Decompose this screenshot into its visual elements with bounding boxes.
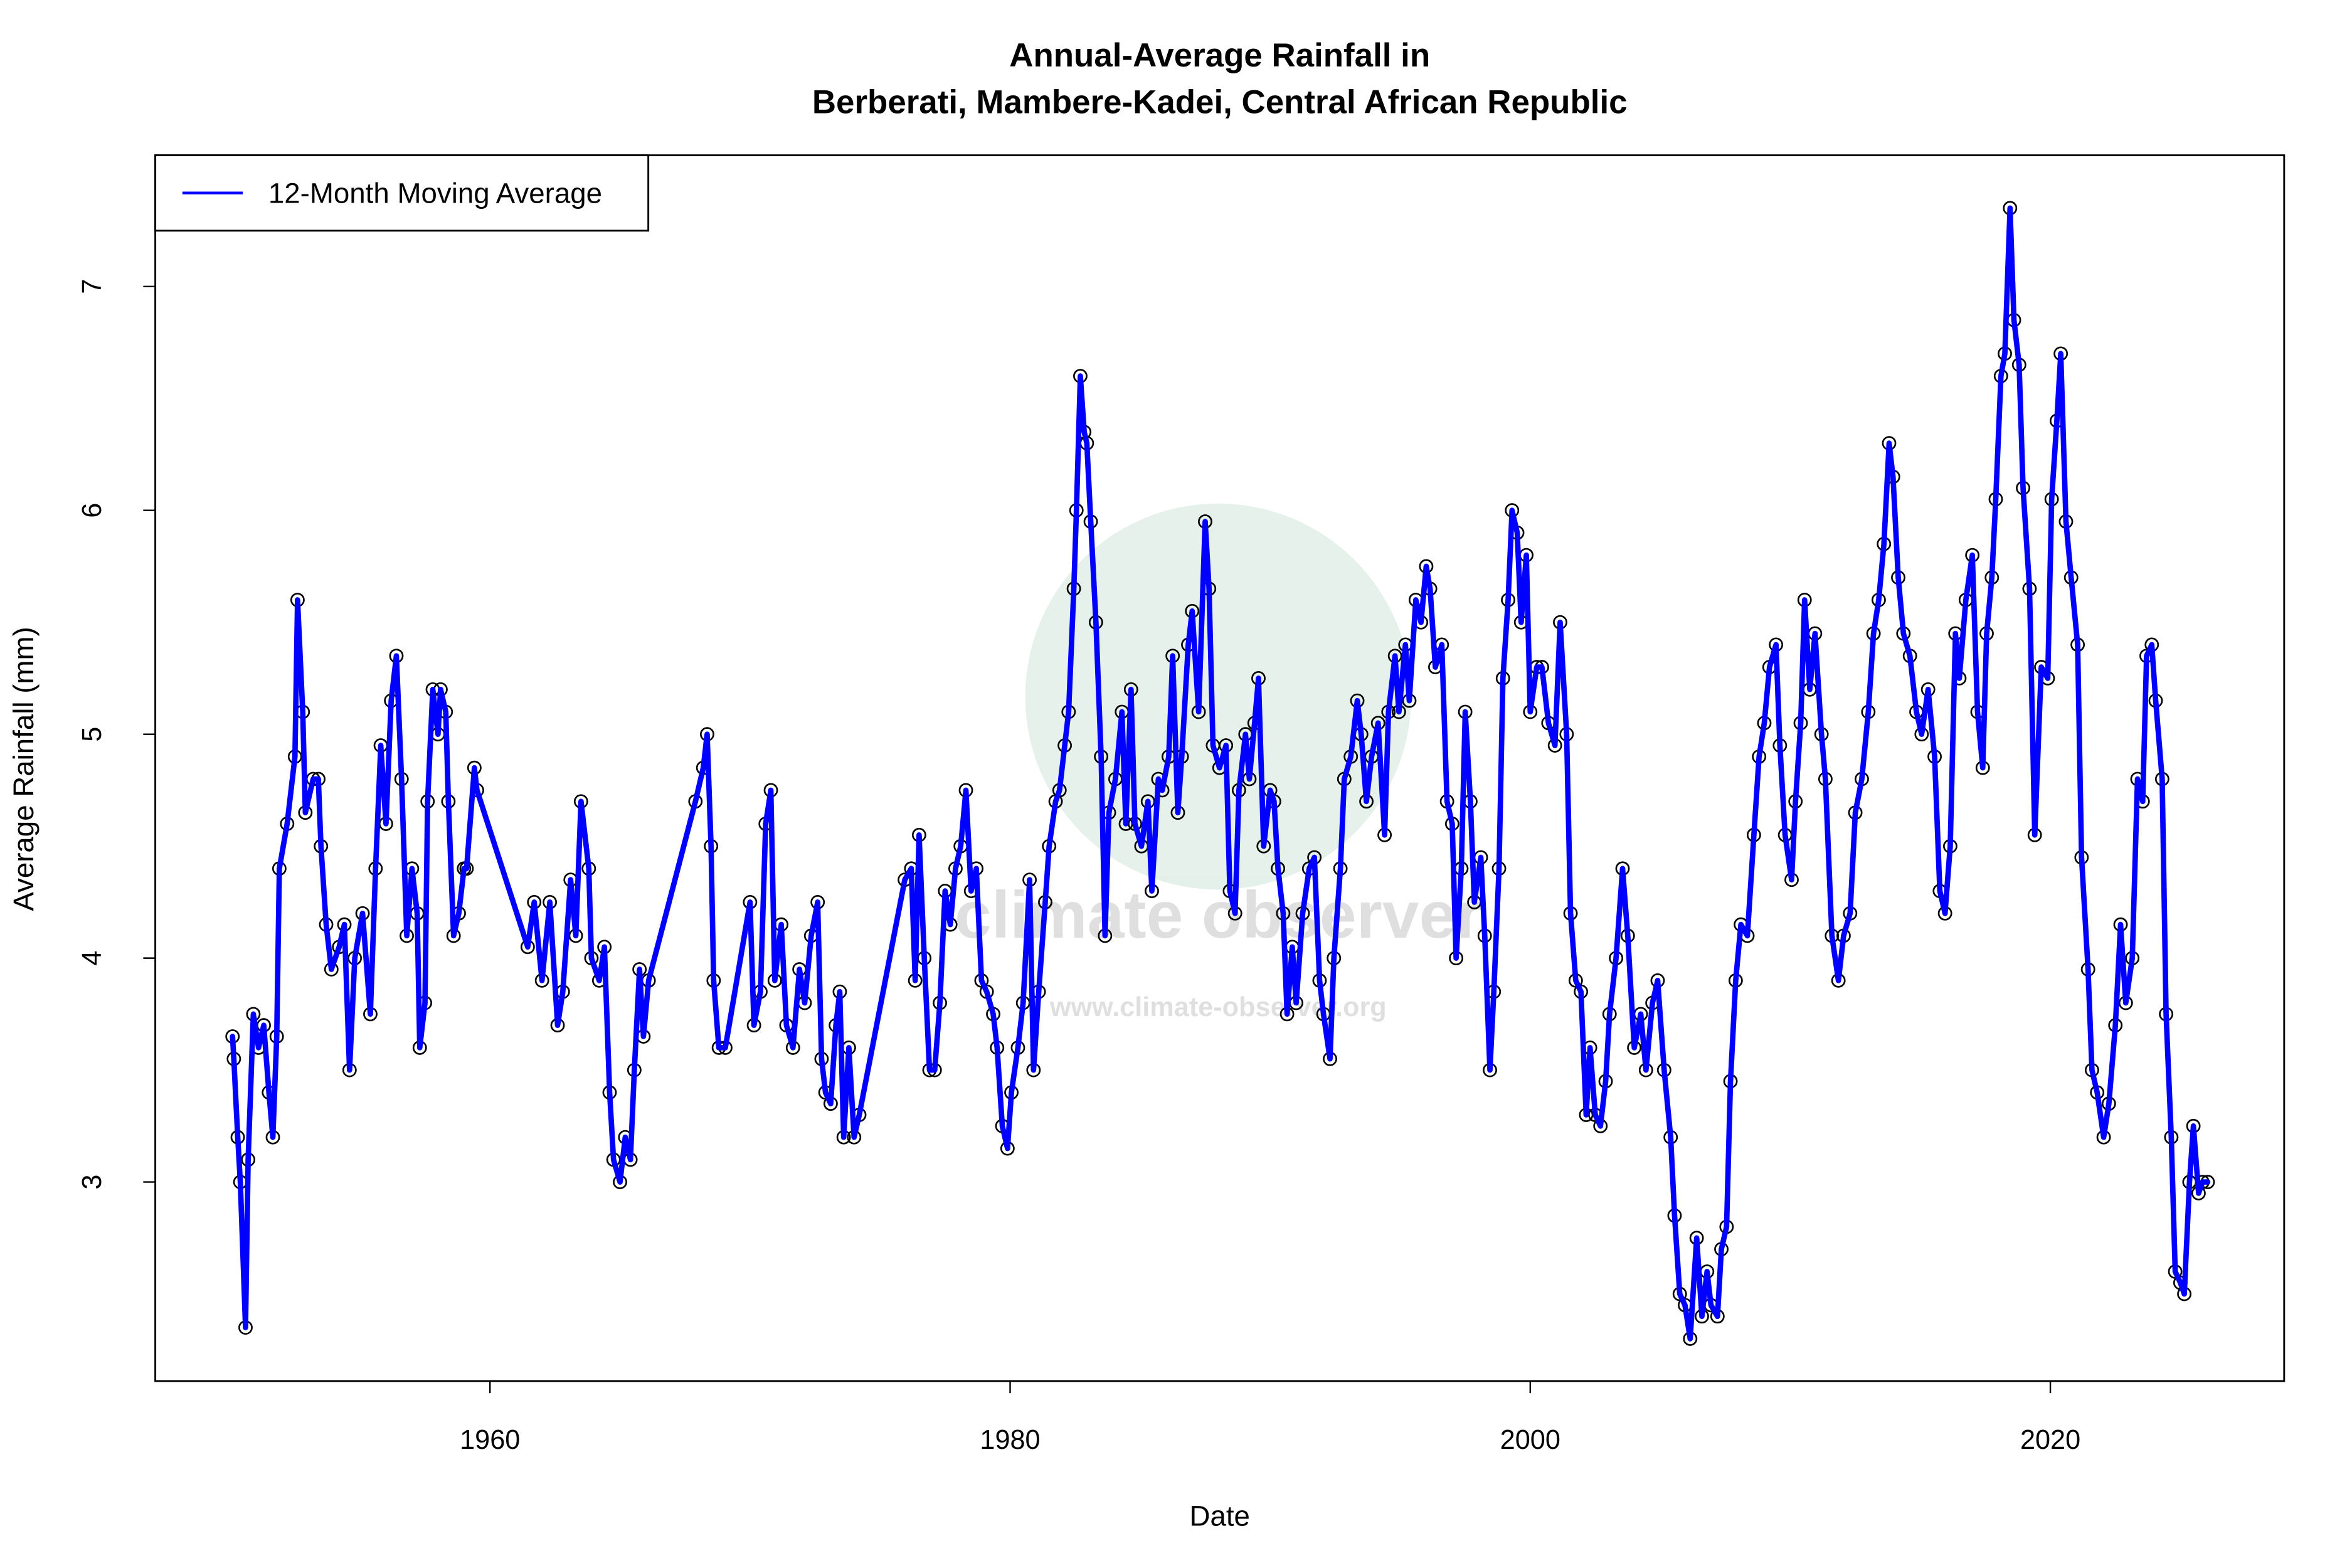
legend: 12-Month Moving Average	[154, 154, 650, 232]
plot-area: 1960 1980 2000 2020 3 4 5 6 7 12-Month Moving Ave…	[77, 154, 2286, 1455]
chart-title: Annual-Average Rainfall in	[1009, 37, 1430, 74]
x-axis-label: Date	[1189, 1500, 1249, 1532]
y-axis-label: Average Rainfall (mm)	[8, 627, 40, 911]
watermark-text: climate observer	[955, 878, 1482, 952]
watermark-logo	[1025, 503, 1411, 890]
y-tick-label: 6	[77, 503, 107, 518]
y-tick-label: 3	[77, 1175, 107, 1190]
x-tick-label: 1960	[460, 1425, 520, 1455]
x-tick-label: 2020	[2020, 1425, 2080, 1455]
watermark-url: www.climate-observer.org	[1049, 992, 1387, 1022]
y-tick-label: 7	[77, 279, 107, 294]
y-tick-label: 5	[77, 727, 107, 742]
y-tick-label: 4	[77, 951, 107, 966]
legend-label: 12-Month Moving Average	[268, 177, 602, 209]
x-tick-label: 1980	[980, 1425, 1040, 1455]
chart-title: Berberati, Mambere-Kadei, Central Africa…	[812, 83, 1628, 120]
series-line	[230, 205, 2211, 1342]
plot-frame	[154, 154, 2286, 1382]
x-tick-label: 2000	[1500, 1425, 1560, 1455]
